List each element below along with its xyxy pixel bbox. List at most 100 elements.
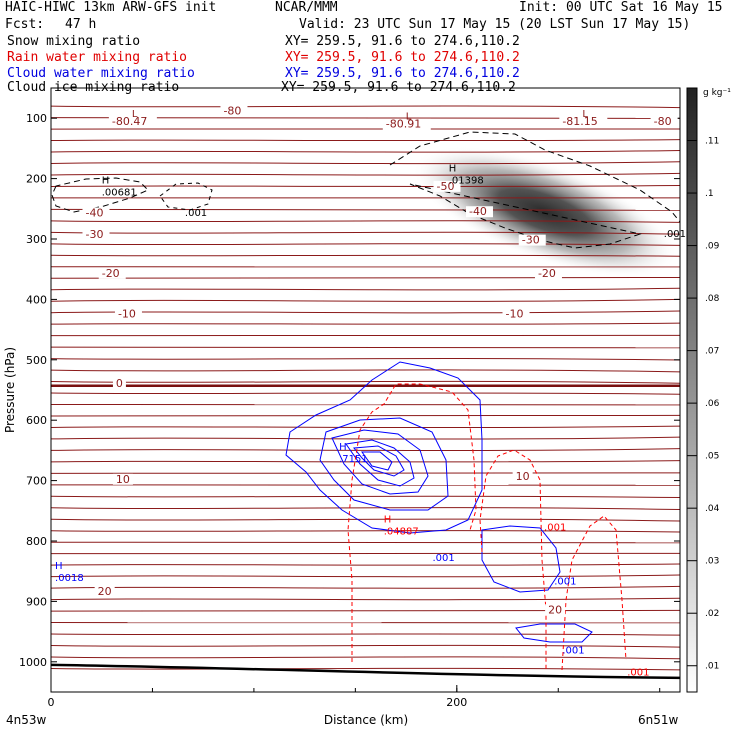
- colorbar-tick-label: .02: [705, 609, 719, 619]
- temperature-label: -10: [506, 307, 524, 320]
- isotherm: [51, 231, 680, 235]
- isotherm: [51, 518, 680, 522]
- organization: NCAR/MMM: [275, 0, 338, 15]
- y-tick-label: 800: [26, 535, 47, 548]
- temperature-label: -40: [469, 205, 487, 218]
- isotherm: [51, 254, 680, 257]
- isotherm: [51, 644, 680, 648]
- isotherm: [51, 380, 680, 384]
- field-cloudwater-name: Cloud water mixing ratio: [7, 66, 195, 81]
- field-rain-name: Rain water mixing ratio: [7, 50, 188, 65]
- temperature-label: 0: [116, 377, 123, 390]
- x-tick-label: 200: [446, 696, 467, 709]
- isotherm: [51, 425, 680, 429]
- isotherm: [51, 310, 680, 314]
- colorbar-unit: g kg⁻¹: [703, 88, 731, 98]
- temperature-label-bg: [82, 229, 110, 241]
- isotherm: [51, 243, 680, 246]
- extremum-value: .7151: [339, 454, 368, 465]
- isotherm: [51, 414, 680, 417]
- terrain-line: [51, 663, 680, 680]
- temperature-label-bg: [545, 604, 566, 616]
- extremum-mark: H: [384, 514, 392, 525]
- isotherm: [51, 392, 680, 395]
- colorbar-tick-label: .09: [705, 242, 720, 252]
- temperature-label: 20: [548, 603, 562, 616]
- temperature-label: -30: [85, 228, 103, 241]
- extremum-value: .04887: [384, 526, 419, 537]
- temperature-label: -80: [223, 104, 241, 117]
- isotherm: [51, 609, 680, 612]
- isotherm: [51, 346, 680, 349]
- contour-label: .001: [544, 523, 566, 534]
- isotherm: [51, 448, 680, 452]
- isotherm: [51, 597, 680, 601]
- isotherm: [51, 357, 680, 361]
- y-tick-label: 100: [26, 112, 47, 125]
- temperature-label-bg: [98, 267, 126, 279]
- contour-label: .001: [664, 229, 686, 240]
- y-tick-label: 600: [26, 414, 47, 427]
- temperature-label: -80.91: [386, 118, 421, 131]
- cloud-water-contour: [319, 417, 449, 511]
- cloud-water-contour: [361, 451, 393, 471]
- plot-frame: [50, 87, 681, 693]
- isotherm: [51, 322, 680, 325]
- isotherm: [51, 656, 680, 660]
- isotherm: [51, 220, 680, 223]
- isotherm: [51, 161, 680, 165]
- rain-contour: [561, 515, 627, 671]
- isotherm: [51, 585, 680, 589]
- field-snow-xy: XY= 259.5, 91.6 to 274.6,110.2: [285, 34, 520, 49]
- isotherm: [51, 185, 680, 188]
- isotherm: [51, 298, 680, 302]
- temperature-label: -10: [118, 307, 136, 320]
- left-endpoint: 4n53w: [6, 713, 47, 727]
- temperature-label-bg: [518, 234, 546, 246]
- temperature-label-bg: [650, 116, 678, 128]
- isotherm: [51, 287, 680, 291]
- contour-label: .001: [554, 576, 576, 587]
- snow-contour: [389, 131, 680, 249]
- x-axis-label: Distance (km): [324, 713, 408, 727]
- y-tick-label: 900: [26, 595, 47, 608]
- isotherm: [51, 530, 680, 533]
- field-cloudwater-xy: XY= 259.5, 91.6 to 274.6,110.2: [285, 66, 520, 81]
- extremum-mark: L: [582, 109, 588, 120]
- temperature-label-bg: [502, 308, 530, 320]
- y-tick-label: 400: [26, 293, 47, 306]
- temperature-label-bg: [112, 377, 126, 389]
- temperature-label-bg: [433, 180, 461, 192]
- temperature-label-bg: [534, 267, 562, 279]
- temperature-label: -80: [654, 115, 672, 128]
- contour-label: .001: [185, 208, 207, 219]
- isotherm: [51, 436, 680, 440]
- init-time: Init: 00 UTC Sat 16 May 15: [519, 0, 723, 15]
- colorbar-tick-label: .01: [705, 662, 719, 672]
- isotherm: [51, 563, 680, 566]
- colorbar-tick-label: .08: [705, 294, 720, 304]
- cloud-water-contour: [353, 445, 405, 477]
- colorbar-tick-label: .1: [705, 189, 714, 199]
- contour-label: .001: [627, 668, 649, 679]
- temperature-label-bg: [559, 116, 608, 128]
- cloud-water-contour: [481, 525, 561, 593]
- temperature-label-bg: [82, 207, 110, 219]
- isotherm: [51, 495, 680, 499]
- isotherm: [51, 667, 680, 671]
- y-axis-label: Pressure (hPa): [3, 347, 17, 433]
- cloud-water-contour: [285, 361, 483, 534]
- temperature-label: 20: [98, 585, 112, 598]
- temperature-label-bg: [512, 470, 533, 482]
- isotherm: [51, 139, 680, 142]
- temperature-label: 10: [516, 470, 530, 483]
- y-tick-label: 1000: [19, 656, 47, 669]
- isotherm: [51, 507, 680, 511]
- temperature-label: -30: [522, 234, 540, 247]
- extremum-value: .0018: [55, 573, 84, 584]
- colorbar-tick-label: .05: [705, 452, 719, 462]
- y-tick-label: 200: [26, 173, 47, 186]
- temperature-label: -20: [538, 267, 556, 280]
- colorbar-tick-label: .04: [705, 504, 720, 514]
- x-tick-label: 0: [48, 696, 55, 709]
